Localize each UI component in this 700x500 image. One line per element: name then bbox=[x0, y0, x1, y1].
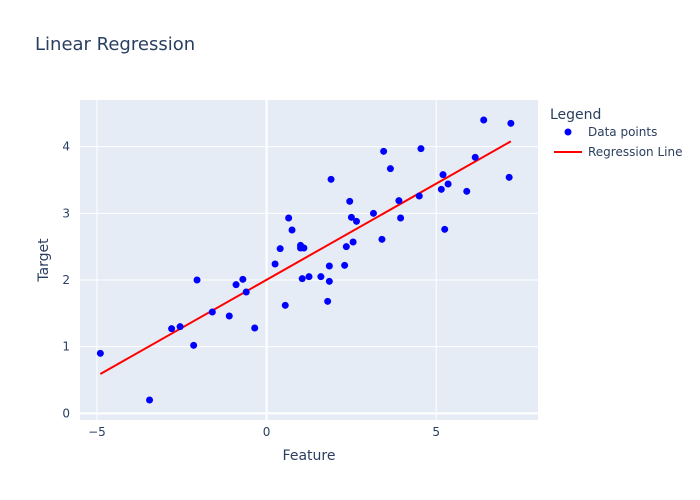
data-point bbox=[341, 261, 349, 269]
y-tick-label: 3 bbox=[62, 206, 70, 220]
legend-label-data-points: Data points bbox=[588, 125, 657, 139]
data-point bbox=[325, 277, 333, 285]
data-point bbox=[349, 238, 357, 246]
data-point bbox=[325, 262, 333, 270]
data-point bbox=[239, 275, 247, 283]
data-point bbox=[190, 341, 198, 349]
data-point bbox=[386, 165, 394, 173]
data-point bbox=[281, 301, 289, 309]
y-axis-ticks: 0 1 2 3 4 bbox=[62, 140, 70, 421]
data-point bbox=[463, 187, 471, 195]
data-point bbox=[417, 145, 425, 153]
chart-title: Linear Regression bbox=[35, 34, 195, 55]
x-tick-label: −5 bbox=[88, 425, 106, 439]
data-point bbox=[176, 323, 184, 331]
data-point bbox=[441, 225, 449, 233]
data-point bbox=[444, 180, 452, 188]
legend-marker-data-points bbox=[564, 128, 572, 136]
x-axis-title: Feature bbox=[283, 448, 336, 464]
data-point bbox=[288, 226, 296, 234]
data-point bbox=[347, 213, 355, 221]
y-axis-title: Target bbox=[36, 238, 52, 283]
data-point bbox=[251, 324, 259, 332]
x-tick-label: 0 bbox=[263, 425, 271, 439]
data-point bbox=[271, 260, 279, 268]
data-point bbox=[193, 276, 201, 284]
data-point bbox=[232, 281, 240, 289]
data-point bbox=[305, 273, 313, 281]
data-point bbox=[298, 275, 306, 283]
legend-title: Legend bbox=[550, 107, 601, 123]
data-point bbox=[276, 245, 284, 253]
data-point bbox=[225, 312, 233, 320]
data-point bbox=[300, 244, 308, 252]
data-point bbox=[380, 147, 388, 155]
regression-line bbox=[99, 140, 512, 375]
plot-marks bbox=[96, 116, 515, 404]
data-point bbox=[505, 173, 513, 181]
data-point bbox=[242, 288, 250, 296]
data-point bbox=[369, 209, 377, 217]
data-point bbox=[352, 217, 360, 225]
data-point bbox=[327, 175, 335, 183]
data-point bbox=[507, 119, 515, 127]
data-point bbox=[146, 396, 154, 404]
y-tick-label: 0 bbox=[62, 406, 70, 420]
data-point bbox=[96, 349, 104, 357]
data-point bbox=[415, 192, 423, 200]
plot-area bbox=[80, 100, 538, 420]
data-point bbox=[208, 308, 216, 316]
grid bbox=[80, 100, 538, 420]
y-tick-label: 2 bbox=[62, 273, 70, 287]
data-point bbox=[285, 214, 293, 222]
data-point bbox=[346, 197, 354, 205]
x-axis-ticks: −5 0 5 bbox=[88, 425, 440, 439]
data-point bbox=[471, 153, 479, 161]
legend: Legend Data points Regression Line bbox=[550, 107, 682, 159]
y-tick-label: 4 bbox=[62, 140, 70, 154]
data-point bbox=[437, 185, 445, 193]
data-point bbox=[439, 171, 447, 179]
data-point bbox=[378, 235, 386, 243]
y-tick-label: 1 bbox=[62, 340, 70, 354]
data-point bbox=[324, 297, 332, 305]
data-point bbox=[342, 243, 350, 251]
data-point bbox=[168, 325, 176, 333]
x-tick-label: 5 bbox=[432, 425, 440, 439]
data-point bbox=[317, 273, 325, 281]
data-point bbox=[395, 197, 403, 205]
legend-label-regression-line: Regression Line bbox=[588, 145, 682, 159]
data-point bbox=[397, 214, 405, 222]
data-point bbox=[480, 116, 488, 124]
